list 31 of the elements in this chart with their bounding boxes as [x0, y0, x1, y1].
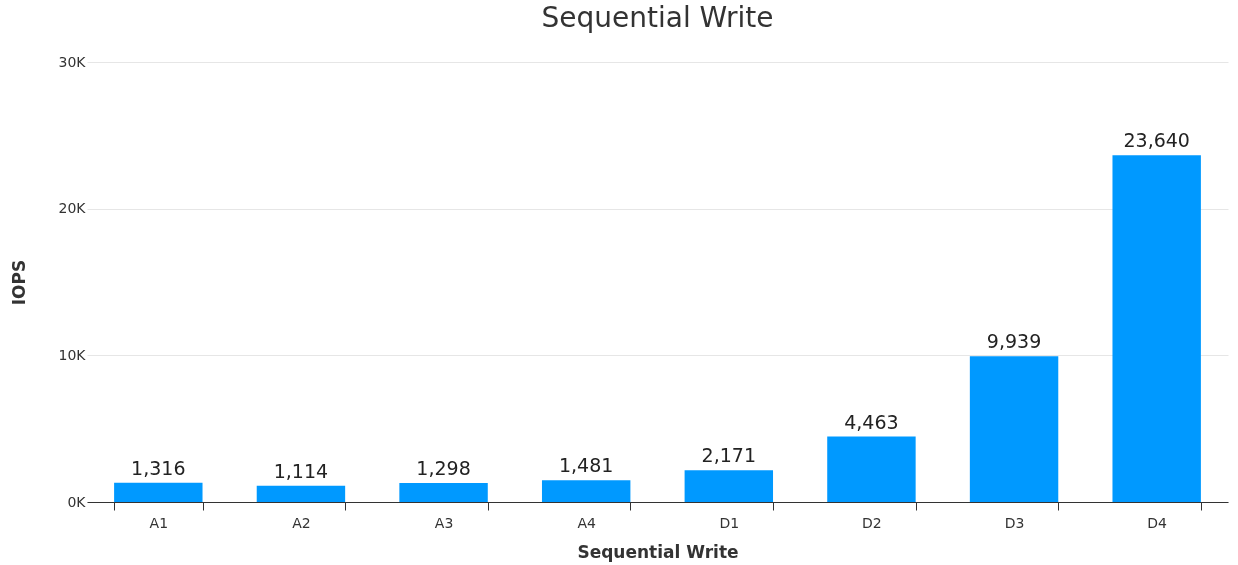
bar	[969, 356, 1059, 502]
y-tick-label: 20K	[58, 200, 87, 217]
text: 1,114	[273, 459, 329, 482]
x-tick-label: A1	[149, 514, 169, 531]
x-tick-label: D3	[1004, 514, 1025, 531]
text: 1,298	[416, 456, 471, 479]
x-tick-label: A2	[292, 514, 311, 531]
y-axis-title: IOPS	[8, 259, 29, 306]
text: 23,640	[1123, 129, 1190, 152]
text: 1,481	[558, 454, 614, 477]
text: 2,171	[701, 444, 757, 467]
y-tick-label: 10K	[58, 346, 87, 363]
text: 1,316	[131, 456, 186, 479]
bar	[541, 480, 631, 502]
x-tick-label: A3	[434, 514, 454, 531]
chart-title: Sequential Write	[541, 1, 774, 34]
x-tick-label: D4	[1147, 514, 1168, 531]
x-axis-title: Sequential Write	[577, 541, 739, 562]
x-tick-label: D1	[719, 514, 740, 531]
bar	[827, 436, 916, 502]
y-tick-label: 0K	[67, 493, 87, 510]
bar	[256, 485, 346, 502]
bar	[399, 482, 488, 502]
x-tick-label: D2	[862, 514, 882, 531]
bar	[684, 470, 774, 502]
x-tick-label: A4	[577, 514, 597, 531]
bar	[114, 482, 203, 502]
text: 4,463	[844, 410, 899, 433]
bar	[1112, 155, 1201, 502]
y-tick-label: 30K	[58, 53, 87, 70]
text: 9,939	[986, 330, 1042, 353]
